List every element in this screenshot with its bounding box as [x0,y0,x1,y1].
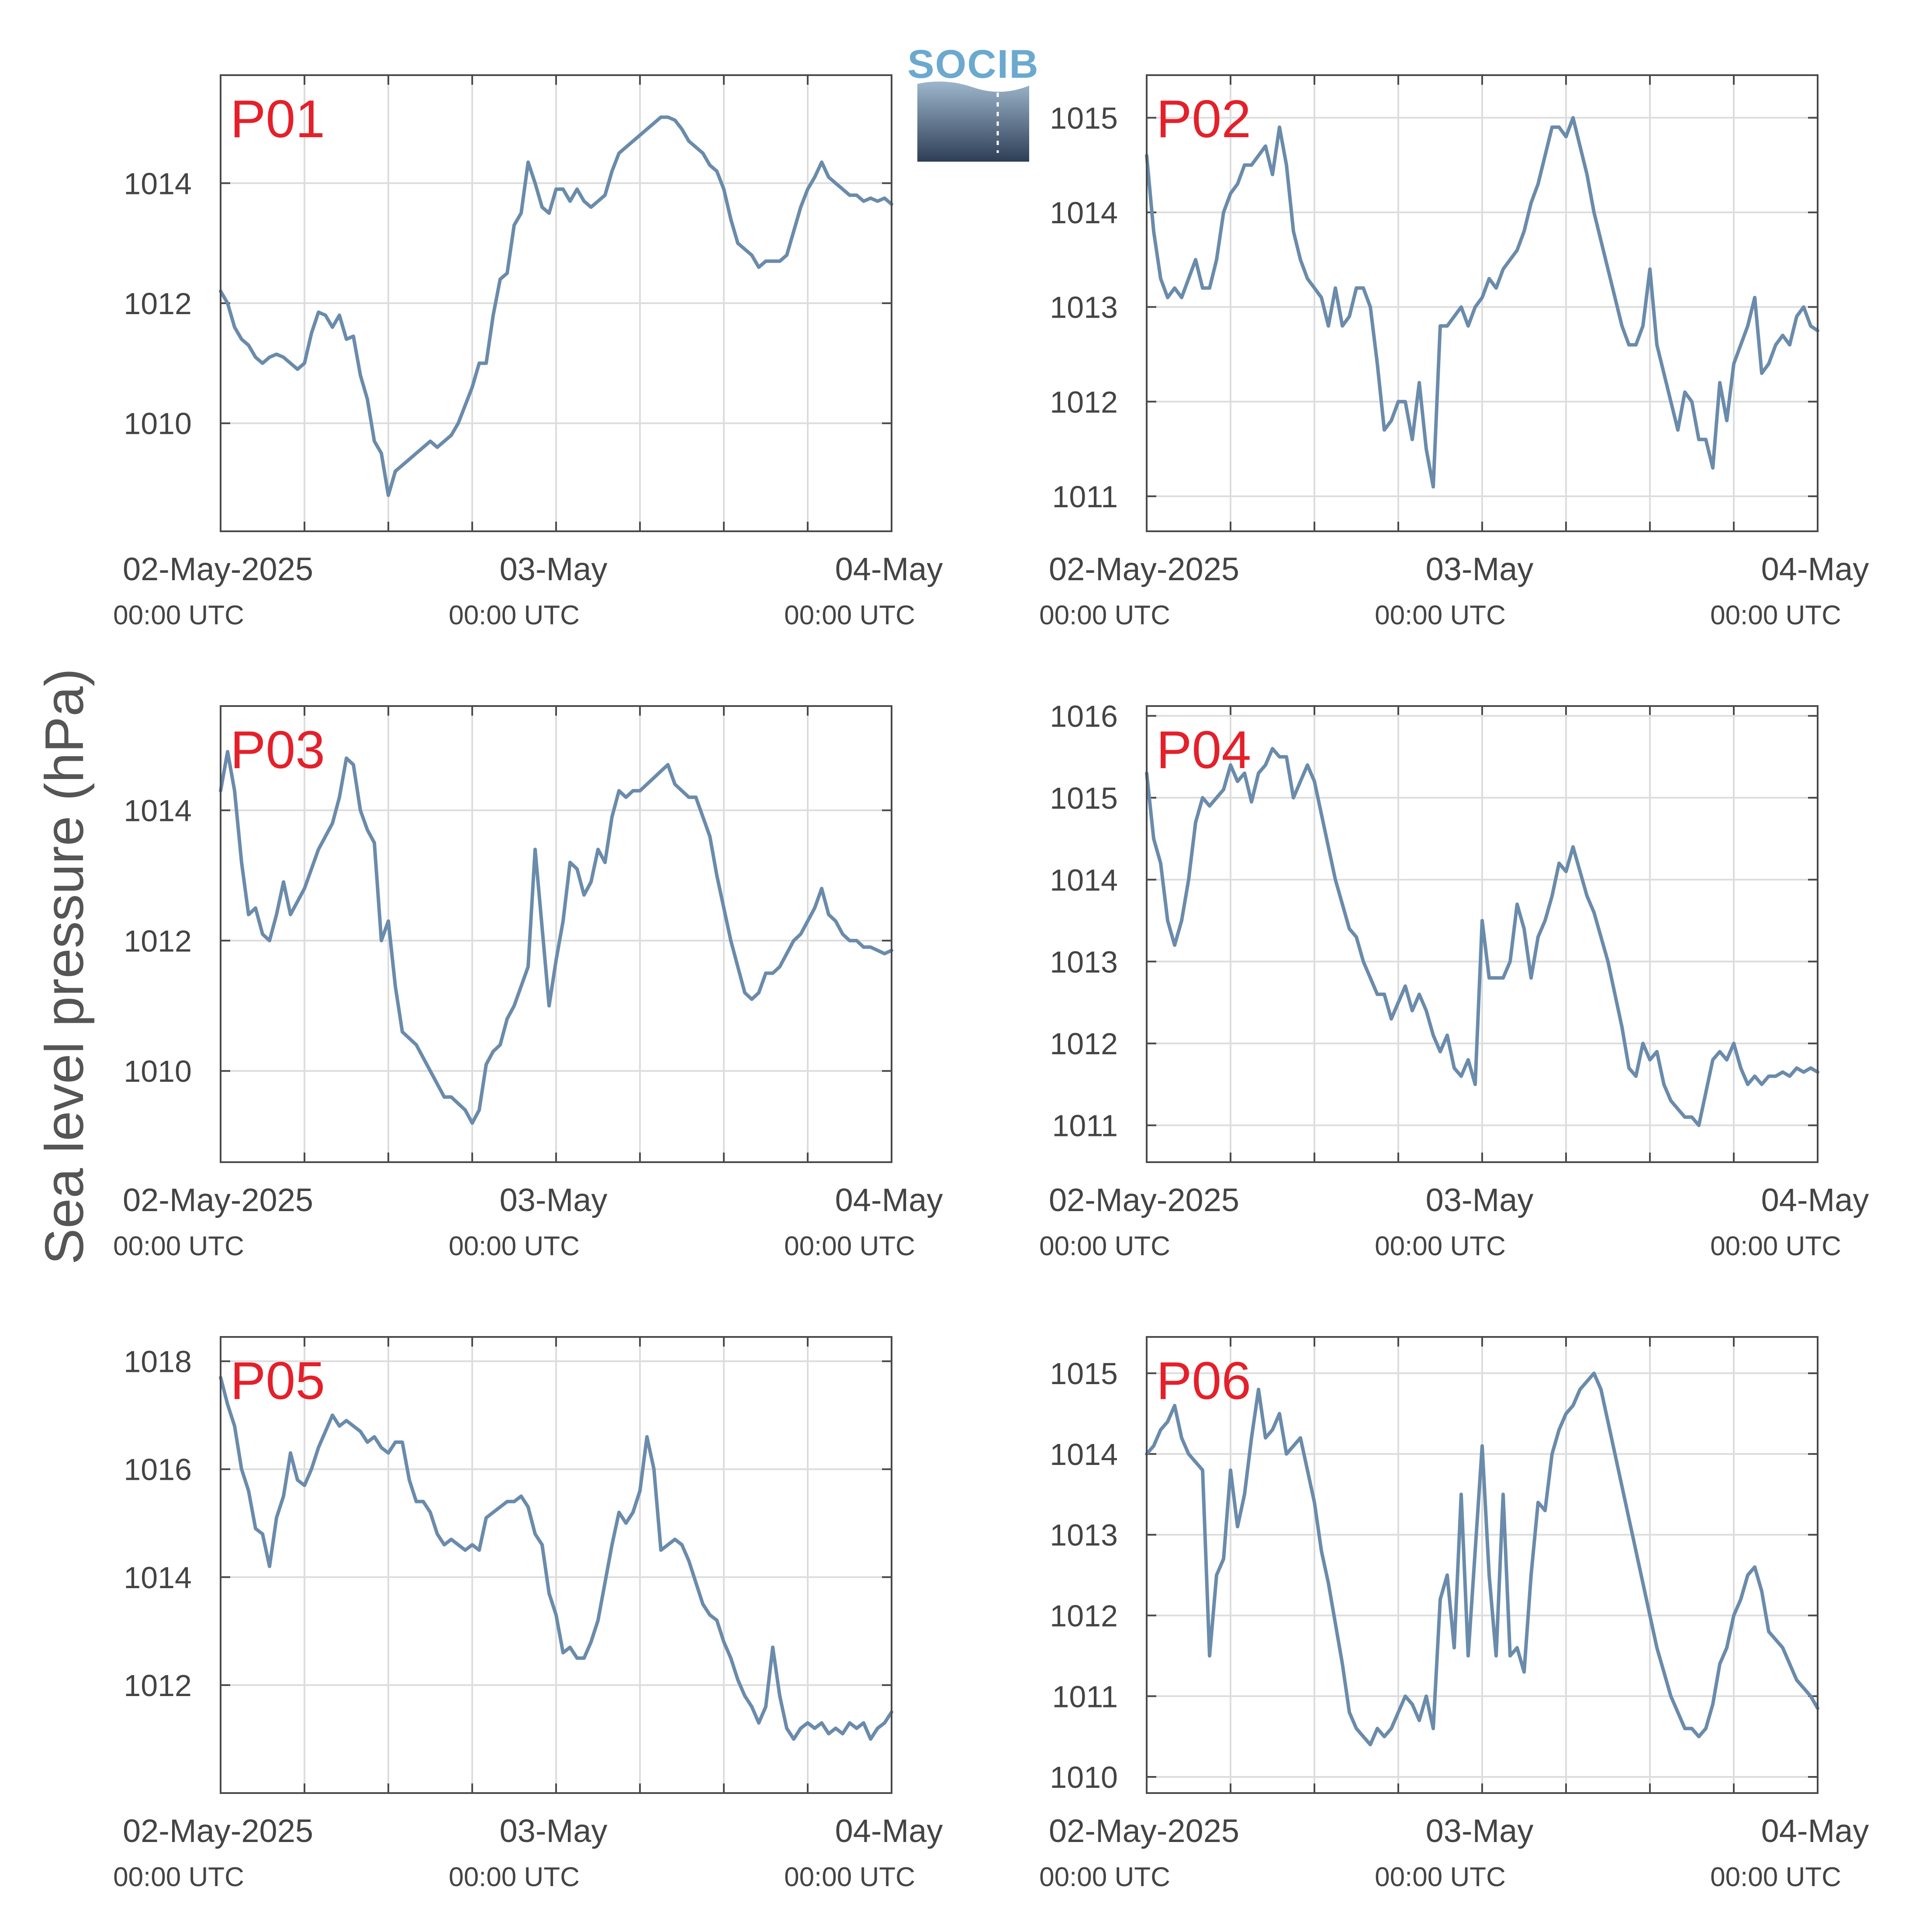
x-tick-label-date: 04-May [835,551,943,587]
x-tick-label-time: 00:00 UTC [784,1862,915,1892]
x-tick-label-time: 00:00 UTC [1710,1231,1841,1261]
x-tick-label-time: 00:00 UTC [784,1231,915,1261]
y-tick-label: 1013 [1050,945,1118,979]
y-axis-label: Sea level pressure (hPa) [35,668,95,1265]
x-tick-label-time: 00:00 UTC [1375,1862,1506,1892]
x-tick-label-date: 03-May [1426,551,1534,587]
x-tick-label-time: 00:00 UTC [1375,1231,1506,1261]
x-tick-label-time: 00:00 UTC [784,600,915,630]
y-tick-label: 1010 [1050,1760,1118,1794]
x-tick-label-date: 03-May [500,551,608,587]
x-tick-label-time: 00:00 UTC [449,1862,580,1892]
logo-wave-icon [917,81,1029,162]
plot-frame [1146,74,1819,532]
x-tick-label-date: 03-May [1426,1813,1534,1849]
plot-frame [220,705,892,1163]
x-tick-label-date: 04-May [1761,1182,1869,1218]
x-tick-label-date: 02-May-2025 [123,1813,313,1849]
y-tick-label: 1014 [1050,863,1118,897]
socib-logo: SOCIB [907,42,1039,162]
y-tick-label: 1012 [124,1669,192,1703]
panel-p06: 1010 1011 1012 1013 1014 1015 P06 02-May-2025 00… [1039,1336,1869,1892]
y-tick-label: 1010 [124,1054,192,1088]
x-tick-label-date: 02-May-2025 [1049,1813,1239,1849]
y-tick-label: 1012 [1050,385,1118,419]
panel-label: P02 [1156,89,1251,149]
panel-p05: 1012 1014 1016 1018 P05 02-May-2025 00:00 UTC 0… [113,1336,943,1892]
x-tick-label-date: 02-May-2025 [123,551,313,587]
x-tick-label-date: 02-May-2025 [123,1182,313,1218]
y-tick-label: 1013 [1050,1518,1118,1552]
x-tick-label-date: 04-May [1761,551,1869,587]
plot-frame [220,74,892,532]
x-tick-label-time: 00:00 UTC [449,600,580,630]
x-tick-label-date: 03-May [1426,1182,1534,1218]
plot-frame [220,1336,892,1794]
x-tick-label-date: 04-May [1761,1813,1869,1849]
series-line-p05 [219,1375,893,1741]
x-tick-label-time: 00:00 UTC [1375,600,1506,630]
x-tick-label-date: 04-May [835,1813,943,1849]
x-tick-label-date: 02-May-2025 [1049,551,1239,587]
series-line-p02 [1145,116,1819,489]
y-tick-label: 1011 [1052,480,1118,514]
y-tick-label: 1012 [124,287,192,321]
y-tick-label: 1014 [124,1561,192,1595]
x-tick-label-time: 00:00 UTC [1039,1231,1170,1261]
panel-label: P03 [230,720,325,779]
y-tick-label: 1013 [1050,291,1118,325]
y-tick-label: 1014 [124,794,192,828]
y-tick-label: 1012 [1050,1599,1118,1633]
y-tick-label: 1011 [1052,1679,1118,1714]
x-tick-label-time: 00:00 UTC [113,1231,244,1261]
panel-p02: 1011 1012 1013 1014 1015 P02 02-May-2025 00:00 … [1039,74,1869,630]
y-tick-label: 1015 [1050,781,1118,815]
series-line-p01 [219,115,893,497]
series-line-p04 [1145,747,1819,1127]
y-tick-label: 1014 [1050,196,1118,230]
plot-frame [1146,1336,1819,1794]
series-line-p03 [219,750,893,1125]
y-tick-label: 1016 [124,1453,192,1487]
y-tick-label: 1016 [1050,699,1118,733]
y-tick-label: 1014 [124,166,192,201]
x-tick-label-date: 04-May [835,1182,943,1218]
series-line-p06 [1145,1371,1819,1747]
panel-p03: 1010 1012 1014 P03 02-May-2025 00:00 UTC 03-Ma… [113,705,943,1261]
x-tick-label-time: 00:00 UTC [113,600,244,630]
y-tick-label: 1012 [1050,1027,1118,1061]
y-tick-label: 1012 [124,924,192,958]
chart-panels: 1010 1012 1014 P01 02-May-2025 00:00 UTC 03-Ma… [113,74,1869,1892]
x-tick-label-time: 00:00 UTC [113,1862,244,1892]
y-tick-label: 1015 [1050,101,1118,135]
plot-frame [1146,705,1819,1163]
x-tick-label-time: 00:00 UTC [1039,600,1170,630]
x-tick-label-date: 02-May-2025 [1049,1182,1239,1218]
panel-label: P05 [230,1351,325,1410]
panel-p01: 1010 1012 1014 P01 02-May-2025 00:00 UTC 03-Ma… [113,74,943,630]
y-tick-label: 1010 [124,407,192,441]
x-tick-label-date: 03-May [500,1813,608,1849]
x-tick-label-time: 00:00 UTC [449,1231,580,1261]
panel-p04: 1011 1012 1013 1014 1015 1016 P04 02-May-2025 00… [1039,699,1869,1261]
x-tick-label-date: 03-May [500,1182,608,1218]
panel-label: P01 [230,89,325,149]
x-tick-label-time: 00:00 UTC [1039,1862,1170,1892]
x-tick-label-time: 00:00 UTC [1710,1862,1841,1892]
logo-text: SOCIB [907,42,1039,87]
y-tick-label: 1014 [1050,1437,1118,1472]
y-tick-label: 1018 [124,1345,192,1379]
y-tick-label: 1011 [1052,1109,1118,1143]
panel-label: P06 [1156,1351,1251,1410]
x-tick-label-time: 00:00 UTC [1710,600,1841,630]
y-tick-label: 1015 [1050,1357,1118,1391]
panel-label: P04 [1156,720,1251,779]
